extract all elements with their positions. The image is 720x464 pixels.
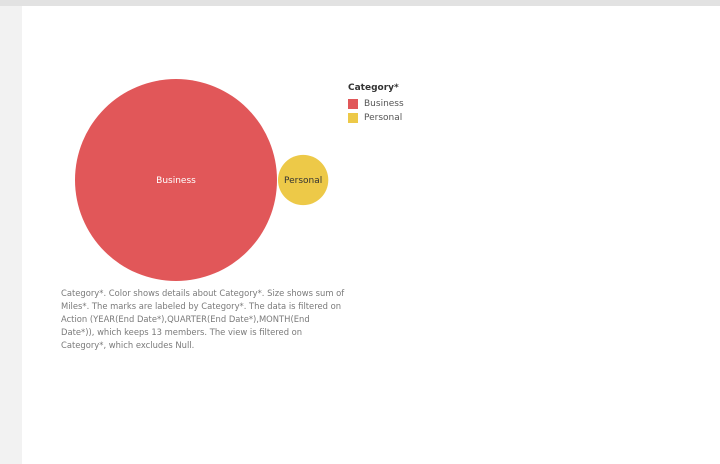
color-legend: Category* Business Personal — [348, 83, 404, 125]
legend-title: Category* — [348, 83, 404, 93]
bubble-label-personal: Personal — [284, 176, 322, 186]
legend-item-business[interactable]: Business — [348, 97, 404, 111]
legend-label-business: Business — [364, 99, 404, 109]
worksheet-caption: Category*. Color shows details about Cat… — [61, 287, 345, 352]
legend-swatch-business — [348, 99, 358, 109]
legend-label-personal: Personal — [364, 113, 402, 123]
bubble-label-business: Business — [156, 176, 196, 186]
legend-item-personal[interactable]: Personal — [348, 111, 404, 125]
legend-swatch-personal — [348, 113, 358, 123]
